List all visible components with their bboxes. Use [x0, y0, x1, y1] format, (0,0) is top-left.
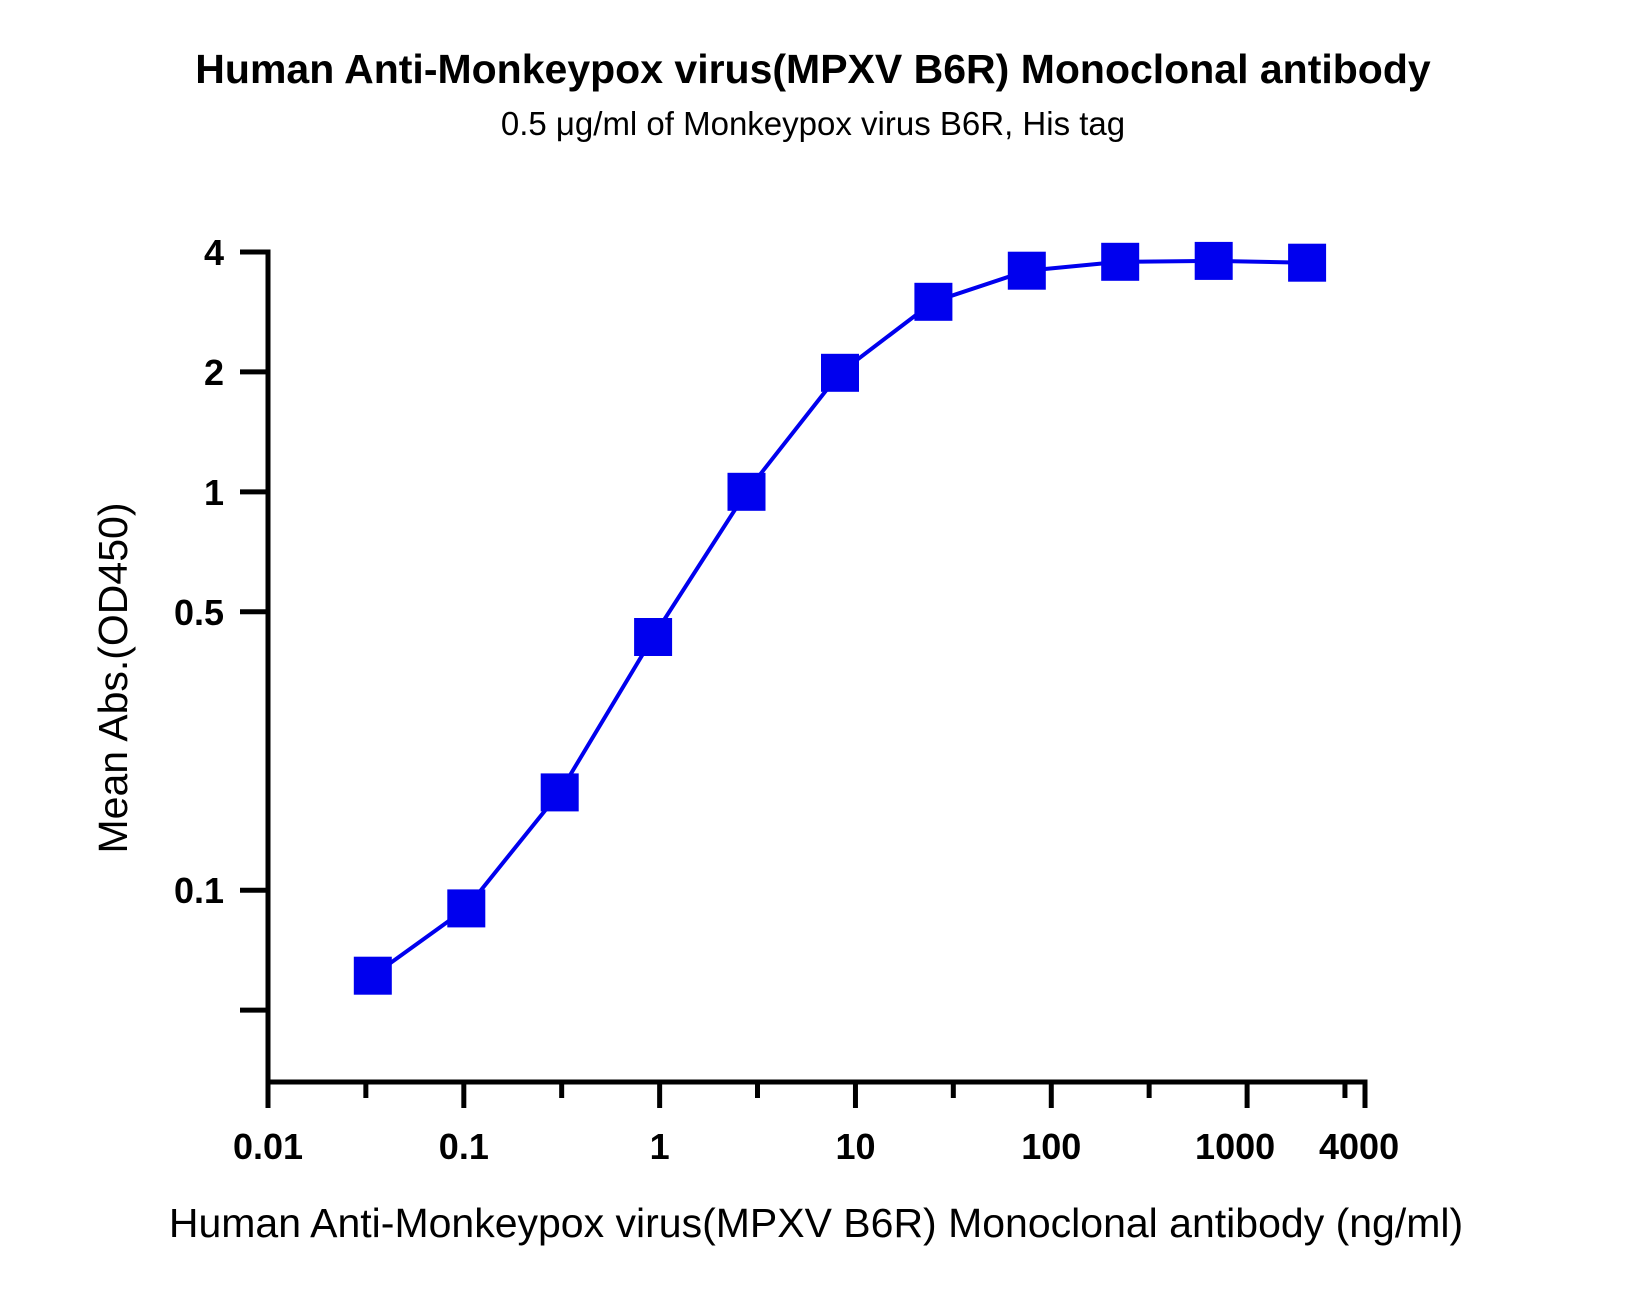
chart-subtitle: 0.5 μg/ml of Monkeypox virus B6R, His ta… — [501, 105, 1125, 142]
y-tick-label: 0.1 — [174, 870, 224, 911]
x-tick-label: 10 — [835, 1126, 875, 1167]
data-point-marker — [1007, 251, 1046, 290]
x-tick-label: 4000 — [1319, 1126, 1399, 1167]
data-point-marker — [1101, 242, 1140, 281]
data-point-marker — [634, 618, 673, 656]
x-tick-label: 0.01 — [233, 1126, 303, 1167]
y-tick-label: 2 — [204, 352, 224, 393]
axes: 0.01 0.1 1 10 100 1000 4000 4 2 1 0.5 0.1 — [174, 232, 1399, 1167]
data-point-marker — [540, 773, 579, 812]
data-point-marker — [1288, 243, 1327, 282]
x-tick-label: 1000 — [1195, 1126, 1275, 1167]
series-layer — [353, 241, 1327, 995]
y-tick-label: 4 — [204, 232, 224, 273]
data-point-marker — [821, 353, 859, 392]
chart-title: Human Anti-Monkeypox virus(MPXV B6R) Mon… — [195, 46, 1431, 92]
data-point-marker — [727, 472, 766, 511]
data-point-marker — [353, 956, 392, 995]
y-tick-label: 0.5 — [174, 592, 224, 633]
y-axis-label: Mean Abs.(OD450) — [90, 503, 136, 854]
data-point-marker — [1194, 241, 1233, 280]
x-tick-label: 0.1 — [439, 1126, 489, 1167]
x-tick-label: 100 — [1021, 1126, 1081, 1167]
data-point-marker — [447, 889, 486, 928]
x-tick-label: 1 — [650, 1126, 670, 1167]
x-axis-label: Human Anti-Monkeypox virus(MPXV B6R) Mon… — [169, 1200, 1463, 1246]
data-point-marker — [914, 282, 953, 321]
y-tick-label: 1 — [204, 472, 224, 513]
